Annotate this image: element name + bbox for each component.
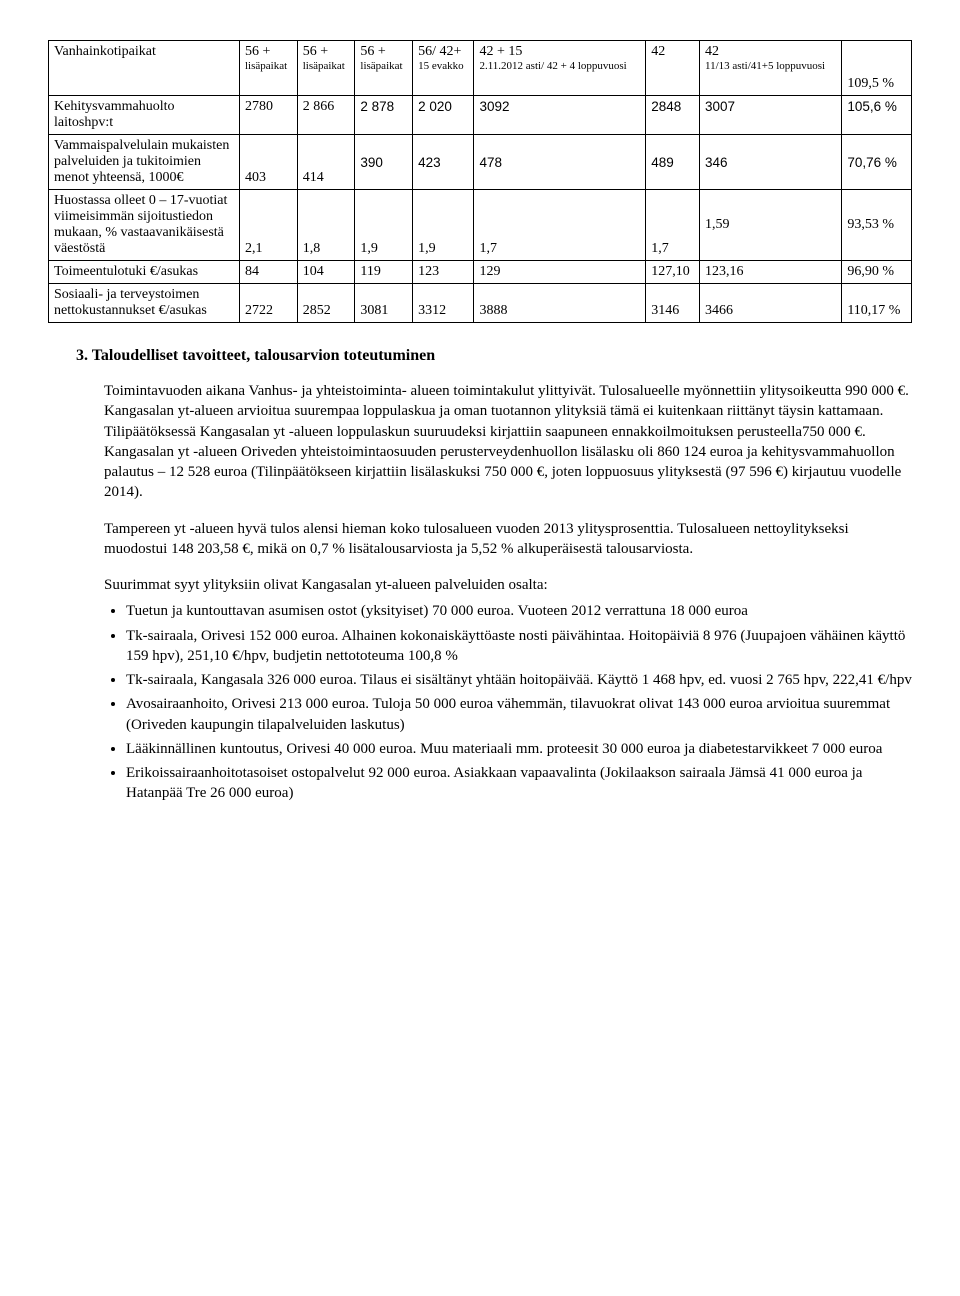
row-label: Sosiaali- ja terveystoimen nettokustannu… bbox=[49, 284, 240, 323]
cell: 3146 bbox=[646, 284, 700, 323]
cell: 2 866 bbox=[297, 96, 355, 135]
col-header: 56 +lisäpaikat bbox=[240, 41, 298, 96]
cell: 3081 bbox=[355, 284, 413, 323]
cell: 3312 bbox=[413, 284, 474, 323]
cell: 127,10 bbox=[646, 261, 700, 284]
cell: 84 bbox=[240, 261, 298, 284]
section-heading: 3. Taloudelliset tavoitteet, talousarvio… bbox=[76, 347, 912, 365]
bullet-list: Tuetun ja kuntouttavan asumisen ostot (y… bbox=[104, 601, 912, 803]
cell: 123 bbox=[413, 261, 474, 284]
col-header: 42 + 152.11.2012 asti/ 42 + 4 loppuvuosi bbox=[474, 41, 646, 96]
cell: 123,16 bbox=[700, 261, 842, 284]
cell: 104 bbox=[297, 261, 355, 284]
list-item: Tuetun ja kuntouttavan asumisen ostot (y… bbox=[126, 601, 912, 621]
cell: 119 bbox=[355, 261, 413, 284]
cell: 2,1 bbox=[240, 190, 298, 261]
col-header: 109,5 % bbox=[842, 41, 912, 96]
cell: 1,7 bbox=[646, 190, 700, 261]
row-label: Toimeentulotuki €/asukas bbox=[49, 261, 240, 284]
cell: 2852 bbox=[297, 284, 355, 323]
paragraph: Tampereen yt -alueen hyvä tulos alensi h… bbox=[104, 519, 912, 560]
col-header: 42 bbox=[646, 41, 700, 96]
col-header: 56 +lisäpaikat bbox=[355, 41, 413, 96]
row-label: Kehitysvammahuolto laitoshpv:t bbox=[49, 96, 240, 135]
cell: 478 bbox=[474, 135, 646, 190]
cell: 1,9 bbox=[413, 190, 474, 261]
table-row: Vammaispalvelulain mukaisten palveluiden… bbox=[49, 135, 912, 190]
table-row: Huostassa olleet 0 – 17-vuotiat viimeisi… bbox=[49, 190, 912, 261]
cell: 414 bbox=[297, 135, 355, 190]
cell: 3888 bbox=[474, 284, 646, 323]
cell: 70,76 % bbox=[842, 135, 912, 190]
cell: 1,8 bbox=[297, 190, 355, 261]
cell: 1,7 bbox=[474, 190, 646, 261]
cell: 403 bbox=[240, 135, 298, 190]
data-table: Vanhainkotipaikat 56 +lisäpaikat 56 +lis… bbox=[48, 40, 912, 323]
list-item: Tk-sairaala, Kangasala 326 000 euroa. Ti… bbox=[126, 670, 912, 690]
table-row: Sosiaali- ja terveystoimen nettokustannu… bbox=[49, 284, 912, 323]
cell: 2780 bbox=[240, 96, 298, 135]
list-item: Lääkinnällinen kuntoutus, Orivesi 40 000… bbox=[126, 739, 912, 759]
cell: 2 020 bbox=[413, 96, 474, 135]
cell: 93,53 % bbox=[842, 190, 912, 261]
cell: 105,6 % bbox=[842, 96, 912, 135]
cell: 2848 bbox=[646, 96, 700, 135]
cell: 129 bbox=[474, 261, 646, 284]
cell: 390 bbox=[355, 135, 413, 190]
table-row: Toimeentulotuki €/asukas 84 104 119 123 … bbox=[49, 261, 912, 284]
cell: 110,17 % bbox=[842, 284, 912, 323]
table-header-row: Vanhainkotipaikat 56 +lisäpaikat 56 +lis… bbox=[49, 41, 912, 96]
col-header: 4211/13 asti/41+5 loppuvuosi bbox=[700, 41, 842, 96]
cell: 96,90 % bbox=[842, 261, 912, 284]
list-item: Tk-sairaala, Orivesi 152 000 euroa. Alha… bbox=[126, 626, 912, 667]
row-label: Vanhainkotipaikat bbox=[49, 41, 240, 96]
col-header: 56/ 42+15 evakko bbox=[413, 41, 474, 96]
list-item: Avosairaanhoito, Orivesi 213 000 euroa. … bbox=[126, 694, 912, 735]
list-item: Erikoissairaanhoitotasoiset ostopalvelut… bbox=[126, 763, 912, 804]
paragraph: Toimintavuoden aikana Vanhus- ja yhteist… bbox=[104, 381, 912, 503]
cell: 1,59 bbox=[700, 190, 842, 261]
cell: 346 bbox=[700, 135, 842, 190]
table-row: Kehitysvammahuolto laitoshpv:t 2780 2 86… bbox=[49, 96, 912, 135]
cell: 1,9 bbox=[355, 190, 413, 261]
cell: 3092 bbox=[474, 96, 646, 135]
bullets-intro: Suurimmat syyt ylityksiin olivat Kangasa… bbox=[104, 575, 912, 595]
row-label: Vammaispalvelulain mukaisten palveluiden… bbox=[49, 135, 240, 190]
cell: 2722 bbox=[240, 284, 298, 323]
cell: 489 bbox=[646, 135, 700, 190]
col-header: 56 +lisäpaikat bbox=[297, 41, 355, 96]
cell: 3466 bbox=[700, 284, 842, 323]
row-label: Huostassa olleet 0 – 17-vuotiat viimeisi… bbox=[49, 190, 240, 261]
cell: 3007 bbox=[700, 96, 842, 135]
cell: 2 878 bbox=[355, 96, 413, 135]
cell: 423 bbox=[413, 135, 474, 190]
